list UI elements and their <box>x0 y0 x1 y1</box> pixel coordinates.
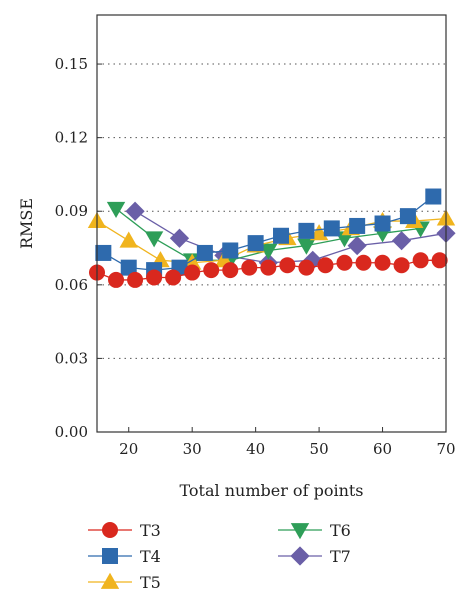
data-point <box>336 254 353 271</box>
y-tick-label: 0.03 <box>55 349 88 367</box>
data-point <box>108 271 125 288</box>
data-point <box>374 215 391 232</box>
data-point <box>273 227 290 244</box>
data-point <box>146 269 163 286</box>
data-point <box>298 259 315 276</box>
y-tick-label: 0.00 <box>55 423 88 441</box>
legend-label: T4 <box>140 547 161 566</box>
data-point <box>412 252 429 269</box>
legend-item-t6: T6 <box>278 521 351 540</box>
data-point <box>303 250 323 270</box>
data-point <box>431 252 448 269</box>
data-point <box>95 244 112 261</box>
data-point <box>317 257 334 274</box>
data-point <box>184 264 201 281</box>
data-point <box>203 262 220 279</box>
legend-label: T3 <box>140 521 161 540</box>
legend-marker <box>100 572 120 589</box>
x-tick-label: 30 <box>183 440 202 458</box>
x-tick-label: 70 <box>436 440 455 458</box>
plot-frame <box>96 14 447 433</box>
data-point <box>425 188 442 205</box>
axis-ticks: 0.00 0.03 0.06 0.09 0.12 0.15 20 30 40 50 60 70 <box>55 55 456 458</box>
data-point <box>165 269 182 286</box>
data-point <box>169 228 190 248</box>
data-point <box>125 201 145 221</box>
y-tick-label: 0.15 <box>55 55 88 73</box>
data-point <box>279 257 296 274</box>
series-plot <box>87 188 456 288</box>
legend-marker <box>102 548 118 564</box>
data-point <box>196 244 213 261</box>
y-tick-label: 0.12 <box>55 129 88 147</box>
legend-marker <box>290 546 310 566</box>
data-point <box>119 231 138 248</box>
data-point <box>182 253 202 270</box>
x-tick-label: 50 <box>310 440 329 458</box>
legend-marker <box>102 522 118 538</box>
legend: T3 T4 T5 T6 T7 <box>88 521 351 592</box>
legend-marker <box>290 523 310 540</box>
legend-item-t5: T5 <box>88 572 161 592</box>
x-tick-label: 40 <box>246 440 265 458</box>
data-point <box>260 259 277 276</box>
data-point <box>127 271 144 288</box>
y-axis-title: RMSE <box>17 198 36 249</box>
data-point <box>120 259 137 276</box>
data-point <box>347 235 367 256</box>
data-point <box>349 217 366 234</box>
data-point <box>298 222 315 239</box>
data-point <box>259 243 278 260</box>
y-tick-label: 0.06 <box>55 276 88 294</box>
data-point <box>222 242 239 259</box>
data-point <box>335 231 354 248</box>
data-point <box>106 201 126 218</box>
legend-label: T7 <box>330 547 351 566</box>
data-point <box>393 257 410 274</box>
x-axis-title: Total number of points <box>179 481 363 500</box>
data-point <box>222 262 239 279</box>
x-tick-label: 60 <box>373 440 392 458</box>
data-point <box>391 231 412 251</box>
data-point <box>374 254 391 271</box>
data-point <box>399 208 416 225</box>
data-point <box>355 254 372 271</box>
data-point <box>323 220 340 237</box>
data-point <box>241 259 258 276</box>
legend-item-t4: T4 <box>88 547 161 566</box>
legend-label: T6 <box>330 521 351 540</box>
legend-label: T5 <box>140 573 161 592</box>
series-t3 <box>89 252 448 288</box>
y-tick-label: 0.09 <box>55 202 88 220</box>
data-point <box>297 238 316 255</box>
data-point <box>309 224 329 241</box>
data-point <box>144 231 164 248</box>
x-tick-label: 20 <box>119 440 138 458</box>
legend-item-t7: T7 <box>278 546 351 566</box>
grid-lines <box>97 63 446 359</box>
data-point <box>247 235 264 252</box>
legend-item-t3: T3 <box>88 521 161 540</box>
